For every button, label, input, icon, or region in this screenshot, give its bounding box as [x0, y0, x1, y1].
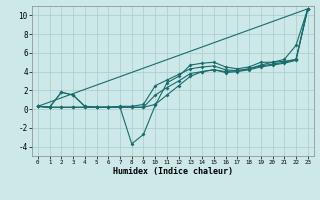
X-axis label: Humidex (Indice chaleur): Humidex (Indice chaleur)	[113, 167, 233, 176]
